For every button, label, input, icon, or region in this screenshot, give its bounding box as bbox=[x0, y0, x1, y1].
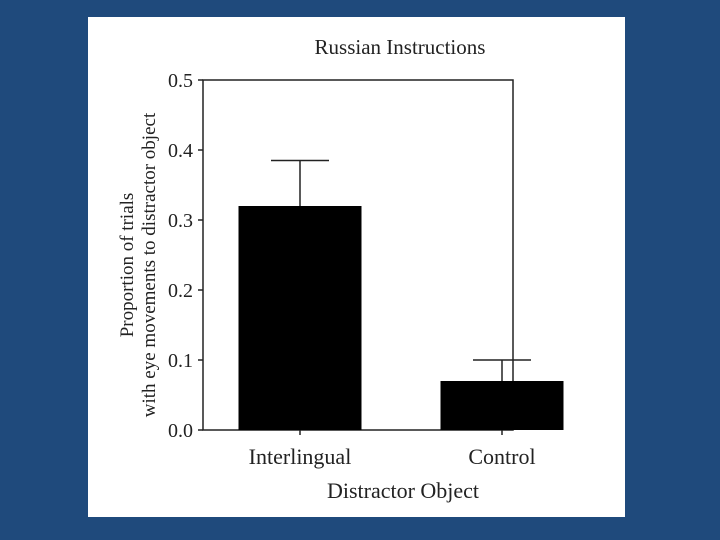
y-axis-label-line-1: Proportion of trials bbox=[117, 193, 138, 338]
y-axis-label-line-2: with eye movements to distractor object bbox=[139, 112, 160, 417]
y-tick-label: 0.4 bbox=[168, 140, 193, 162]
y-tick-label: 0.2 bbox=[168, 280, 193, 302]
y-tick-label: 0.5 bbox=[168, 70, 193, 92]
chart-title: Russian Instructions bbox=[315, 35, 486, 59]
y-tick-label: 0.0 bbox=[168, 420, 193, 442]
bar-chart: Russian Instructions Proportion of trial… bbox=[117, 35, 564, 503]
plot-area: 0.0 0.1 0.2 0.3 0.4 0.5 Interlingual Control bbox=[168, 70, 564, 469]
x-axis-label: Distractor Object bbox=[327, 478, 479, 503]
figure-panel: Russian Instructions Proportion of trial… bbox=[88, 17, 625, 517]
x-tick-label-interlingual: Interlingual bbox=[249, 444, 352, 469]
y-tick-label: 0.1 bbox=[168, 350, 193, 372]
y-tick-label: 0.3 bbox=[168, 210, 193, 232]
y-axis-label: Proportion of trials with eye movements … bbox=[117, 112, 160, 417]
bar-control bbox=[440, 381, 564, 430]
x-tick-label-control: Control bbox=[468, 444, 535, 469]
bar-interlingual bbox=[238, 206, 362, 430]
